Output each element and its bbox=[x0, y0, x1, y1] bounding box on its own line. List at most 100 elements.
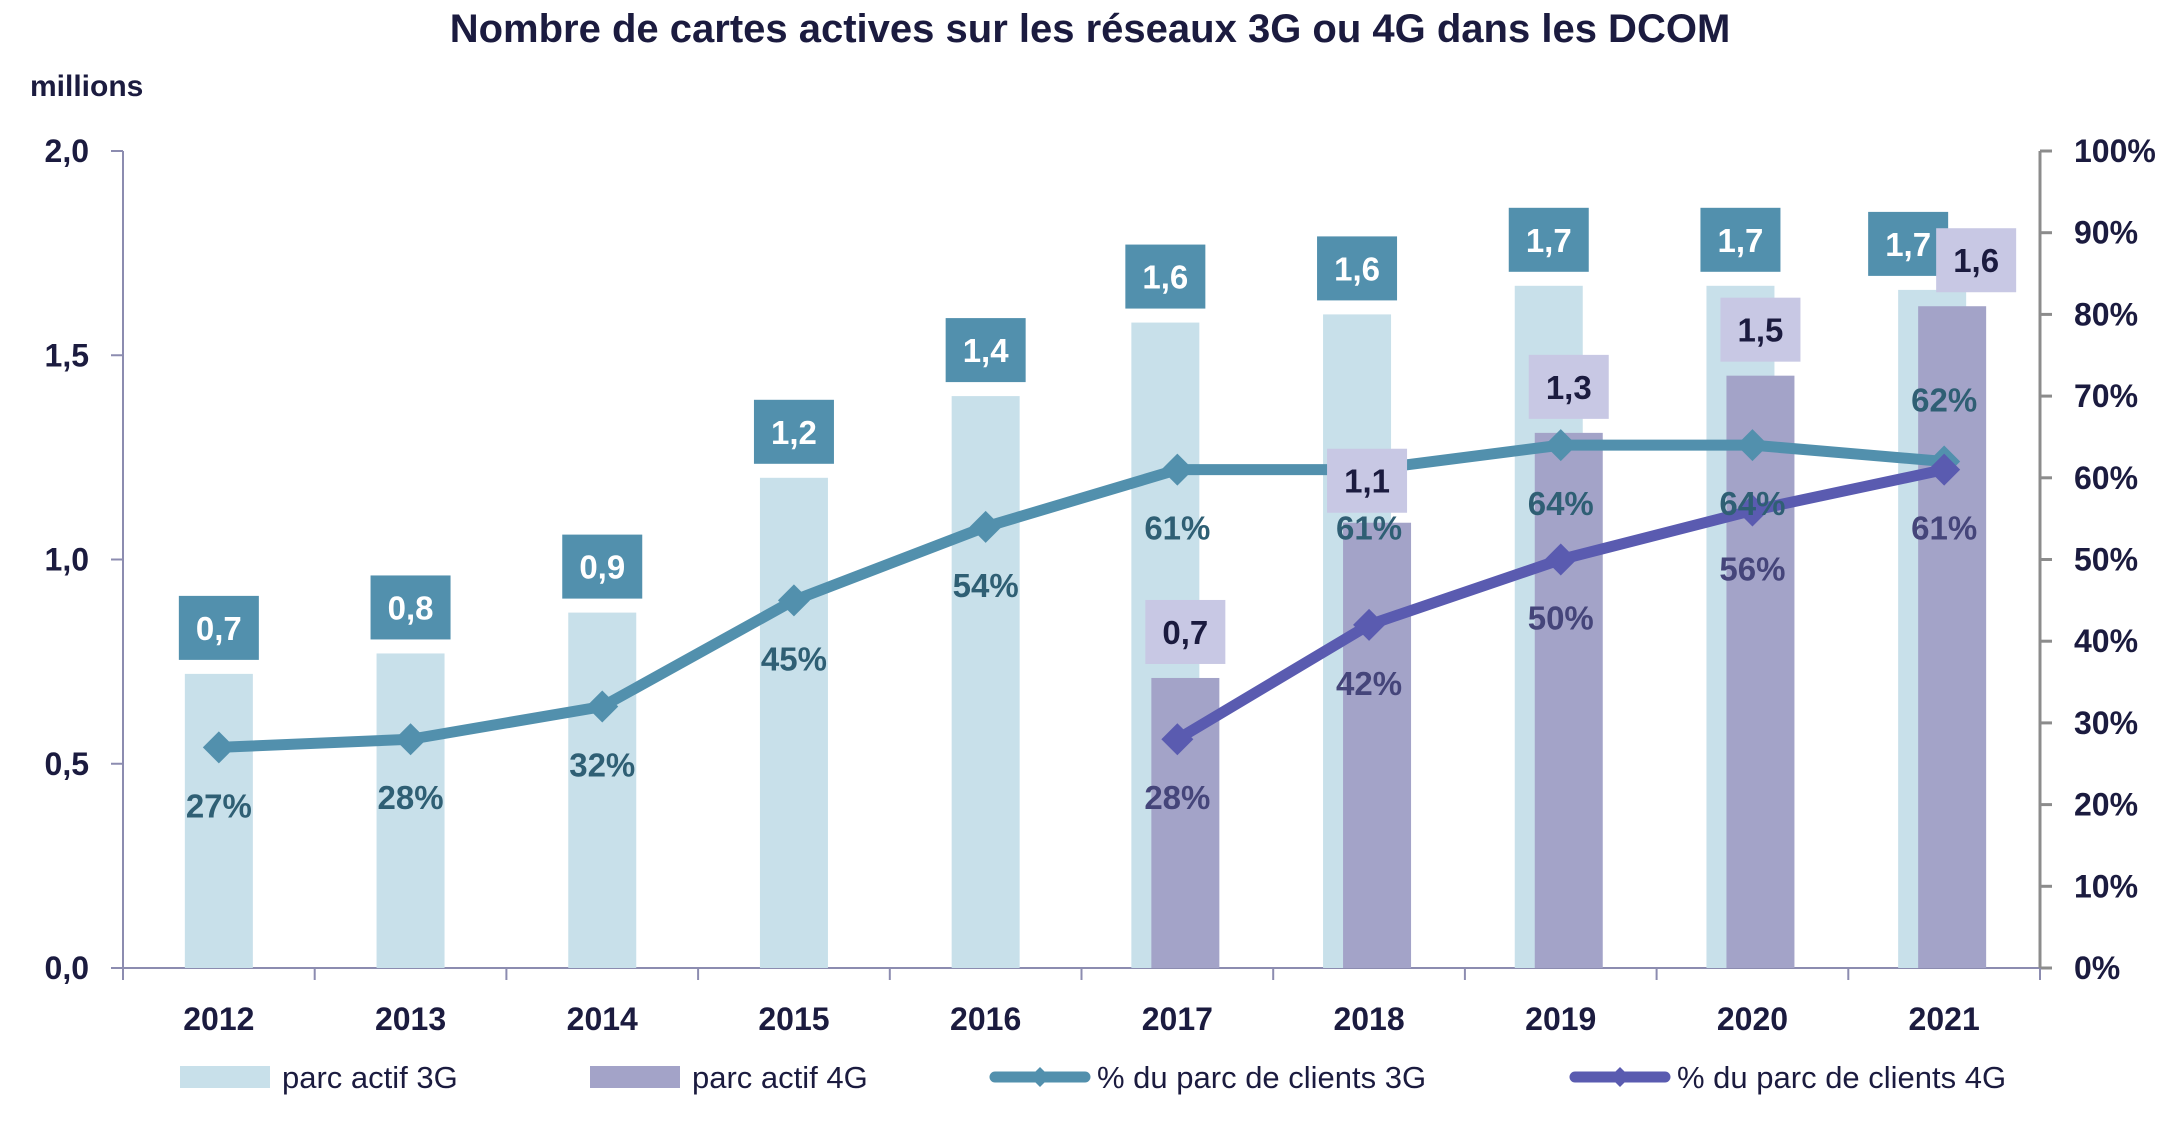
legend-label: parc actif 3G bbox=[282, 1060, 458, 1095]
pct-3g-marker bbox=[777, 584, 810, 617]
pct-3g-marker bbox=[1736, 429, 1769, 462]
pct-3g-marker bbox=[1544, 429, 1577, 462]
y-tick-label: 0,0 bbox=[45, 950, 89, 986]
pct-3g-label: 61% bbox=[1144, 510, 1210, 547]
y-tick-label: 2,0 bbox=[45, 133, 89, 169]
bar-4g-label-box bbox=[1327, 448, 1408, 513]
pct-3g-label: 54% bbox=[953, 567, 1019, 604]
legend-marker bbox=[1610, 1067, 1630, 1087]
pct-3g-marker bbox=[202, 731, 235, 764]
pct-3g-label: 45% bbox=[761, 640, 827, 677]
pct-3g-marker bbox=[969, 510, 1002, 543]
y2-tick-label: 50% bbox=[2074, 542, 2138, 578]
y2-tick-label: 0% bbox=[2074, 950, 2120, 986]
bar-3g-label-box bbox=[1317, 236, 1398, 301]
bar-4g bbox=[1343, 522, 1412, 968]
y2-tick-label: 90% bbox=[2074, 215, 2138, 251]
bar-4g bbox=[1726, 375, 1795, 968]
pct-4g-label: 50% bbox=[1528, 600, 1594, 637]
bar-3g bbox=[184, 673, 253, 968]
bars bbox=[184, 285, 1987, 969]
bar-4g-label: 0,7 bbox=[1162, 614, 1208, 651]
legend-label: % du parc de clients 4G bbox=[1677, 1060, 2006, 1095]
pct-3g-line bbox=[218, 439, 1945, 753]
bar-4g-label-box bbox=[1145, 599, 1226, 664]
bar-3g-label: 1,7 bbox=[1718, 222, 1764, 259]
chart-title: Nombre de cartes actives sur les réseaux… bbox=[450, 7, 1731, 51]
legend-item-3g-bar: parc actif 3G bbox=[180, 1060, 458, 1095]
pct-3g-label: 28% bbox=[378, 779, 444, 816]
pct-3g-marker bbox=[1161, 453, 1194, 486]
bar-3g-label-box bbox=[1125, 244, 1206, 309]
pct-3g-marker bbox=[586, 690, 619, 723]
bar-3g-label-box bbox=[1700, 207, 1781, 272]
bar-3g-label: 0,9 bbox=[579, 549, 625, 586]
bar-3g-label: 1,7 bbox=[1885, 226, 1931, 263]
legend-item-4g-line: % du parc de clients 4G bbox=[1569, 1060, 2006, 1095]
bar-4g bbox=[1918, 306, 1987, 969]
bar-3g-label-box bbox=[562, 534, 643, 599]
x-tick-label: 2013 bbox=[375, 1001, 446, 1037]
pct-4g-label: 61% bbox=[1911, 510, 1977, 547]
y2-tick-label: 80% bbox=[2074, 296, 2138, 332]
y2-tick-label: 100% bbox=[2074, 133, 2156, 169]
y2-tick-label: 30% bbox=[2074, 705, 2138, 741]
pct-4g-label: 42% bbox=[1336, 665, 1402, 702]
y2-tick-label: 60% bbox=[2074, 460, 2138, 496]
pct-3g-marker bbox=[394, 723, 427, 756]
y2-tick-label: 70% bbox=[2074, 378, 2138, 414]
pct-4g-marker bbox=[1928, 453, 1961, 486]
bar-3g-label-box bbox=[753, 399, 834, 464]
pct-4g-label: 28% bbox=[1144, 779, 1210, 816]
legend-label: parc actif 4G bbox=[692, 1060, 868, 1095]
y-tick-label: 0,5 bbox=[45, 746, 89, 782]
bar-3g-label-box bbox=[178, 595, 259, 660]
y-tick-label: 1,5 bbox=[45, 337, 89, 373]
bar-3g-label: 1,6 bbox=[1334, 250, 1380, 287]
pct-4g-marker bbox=[1736, 494, 1769, 527]
bar-3g-label: 1,4 bbox=[963, 332, 1010, 369]
pct-4g-marker bbox=[1544, 543, 1577, 576]
legend-label: % du parc de clients 3G bbox=[1097, 1060, 1426, 1095]
x-tick-label: 2020 bbox=[1717, 1001, 1788, 1037]
y2-tick-label: 40% bbox=[2074, 623, 2138, 659]
bar-3g-label-box bbox=[1508, 207, 1589, 272]
x-tick-label: 2018 bbox=[1333, 1001, 1404, 1037]
data-labels: 0,7 0,8 0,9 1,2 1,4 1,6 0,7 1,6 1,1 1,7 1,3 1,7 1,5 1… bbox=[178, 207, 2017, 824]
legend-item-3g-line: % du parc de clients 3G bbox=[989, 1060, 1426, 1095]
pct-3g-label: 61% bbox=[1336, 510, 1402, 547]
bar-3g-label: 0,8 bbox=[388, 589, 434, 626]
bar-4g-label-box bbox=[1528, 354, 1609, 419]
y-tick-label: 1,0 bbox=[45, 542, 89, 578]
bar-3g bbox=[951, 396, 1020, 969]
bar-3g-label: 1,6 bbox=[1142, 259, 1188, 296]
pct-3g-label: 27% bbox=[186, 787, 252, 824]
bar-3g-label: 1,7 bbox=[1526, 222, 1572, 259]
legend-swatch bbox=[590, 1066, 680, 1088]
bar-4g-label: 1,6 bbox=[1953, 242, 1999, 279]
x-tick-label: 2012 bbox=[183, 1001, 254, 1037]
bar-3g-label-box bbox=[945, 318, 1026, 383]
bar-3g-label-box bbox=[370, 575, 451, 640]
bar-4g-label-box bbox=[1720, 297, 1801, 362]
pct-4g-label: 56% bbox=[1719, 550, 1785, 587]
y2-tick-label: 20% bbox=[2074, 787, 2138, 823]
axes: 0,0 0,5 1,0 1,5 2,0 0% 10% 20% 30% 40% 50% 60% 70% 80… bbox=[45, 133, 2156, 1037]
pct-4g-marker bbox=[1161, 723, 1194, 756]
x-tick-label: 2019 bbox=[1525, 1001, 1596, 1037]
bar-3g bbox=[759, 477, 828, 968]
lines bbox=[202, 429, 1961, 764]
pct-3g-label: 64% bbox=[1528, 485, 1594, 522]
y-axis-unit-label: millions bbox=[30, 70, 143, 103]
pct-3g-label: 62% bbox=[1911, 381, 1977, 418]
bar-3g bbox=[376, 653, 445, 968]
bar-3g-label-box bbox=[1868, 211, 1949, 276]
bar-4g bbox=[1534, 432, 1603, 968]
bar-4g-label: 1,3 bbox=[1546, 369, 1592, 406]
pct-3g-label: 64% bbox=[1719, 485, 1785, 522]
bar-3g-label: 0,7 bbox=[196, 610, 242, 647]
x-tick-label: 2015 bbox=[758, 1001, 829, 1037]
bar-4g-label: 1,5 bbox=[1738, 312, 1784, 349]
bar-3g bbox=[568, 612, 637, 968]
